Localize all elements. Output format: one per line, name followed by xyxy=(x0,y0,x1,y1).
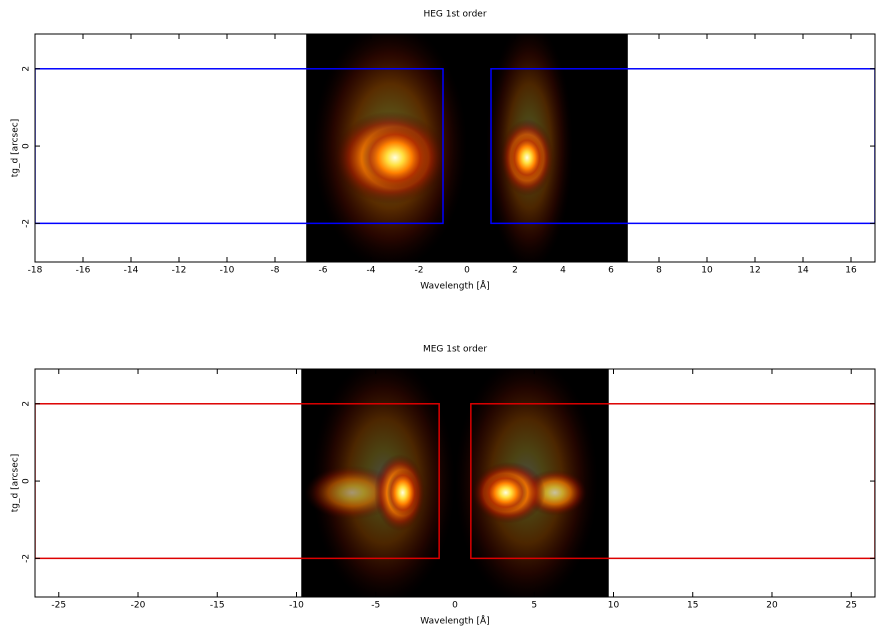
x-tick-label: -16 xyxy=(76,266,91,276)
x-tick-label: 4 xyxy=(560,266,566,276)
plot xyxy=(35,369,875,597)
source xyxy=(510,134,544,181)
y-tick-label: 2 xyxy=(22,66,32,72)
x-tick-label: -5 xyxy=(371,601,380,611)
x-tick-label: -6 xyxy=(319,266,328,276)
x-tick-label: -2 xyxy=(415,266,424,276)
y-axis-label: tg_d [arcsec] xyxy=(11,119,21,177)
x-axis-label: Wavelength [Å] xyxy=(420,280,489,292)
x-tick-label: -14 xyxy=(124,266,139,276)
x-tick-label: 0 xyxy=(452,601,458,611)
y-tick-label: -2 xyxy=(22,554,32,563)
x-tick-label: -10 xyxy=(220,266,235,276)
x-tick-label: -25 xyxy=(51,601,66,611)
source xyxy=(361,126,429,189)
chart-title: MEG 1st order xyxy=(423,345,487,355)
plot xyxy=(35,34,875,262)
x-tick-label: 6 xyxy=(608,266,614,276)
x-tick-label: 0 xyxy=(464,266,470,276)
region xyxy=(490,68,875,225)
chart-title: HEG 1st order xyxy=(423,10,486,20)
x-tick-label: 12 xyxy=(749,266,760,276)
region xyxy=(35,403,440,560)
x-tick-label: -4 xyxy=(367,266,376,276)
x-tick-label: -8 xyxy=(271,266,280,276)
y-tick-label: 2 xyxy=(22,401,32,407)
x-tick-label: -15 xyxy=(210,601,225,611)
source xyxy=(483,473,528,512)
x-tick-label: -18 xyxy=(28,266,43,276)
x-axis-label: Wavelength [Å] xyxy=(420,615,489,627)
source xyxy=(386,469,419,516)
region xyxy=(35,68,444,225)
x-tick-label: -10 xyxy=(289,601,304,611)
x-tick-label: 15 xyxy=(687,601,698,611)
plot-frame xyxy=(34,33,876,263)
y-tick-label: 0 xyxy=(22,478,32,484)
x-tick-label: -20 xyxy=(131,601,146,611)
image-sources xyxy=(304,369,598,597)
x-tick-label: 25 xyxy=(845,601,856,611)
image-sources xyxy=(313,34,573,262)
x-tick-label: 20 xyxy=(766,601,778,611)
source xyxy=(304,465,400,520)
region xyxy=(470,403,875,560)
y-tick-label: 0 xyxy=(22,143,32,149)
x-tick-label: 10 xyxy=(608,601,620,611)
x-tick-label: 14 xyxy=(797,266,809,276)
x-tick-label: 8 xyxy=(656,266,662,276)
y-tick-label: -2 xyxy=(22,219,32,228)
x-tick-label: 16 xyxy=(845,266,857,276)
x-tick-label: -12 xyxy=(172,266,187,276)
x-tick-label: 5 xyxy=(531,601,537,611)
x-tick-label: 10 xyxy=(701,266,713,276)
x-tick-label: 2 xyxy=(512,266,518,276)
y-axis-label: tg_d [arcsec] xyxy=(11,454,21,512)
